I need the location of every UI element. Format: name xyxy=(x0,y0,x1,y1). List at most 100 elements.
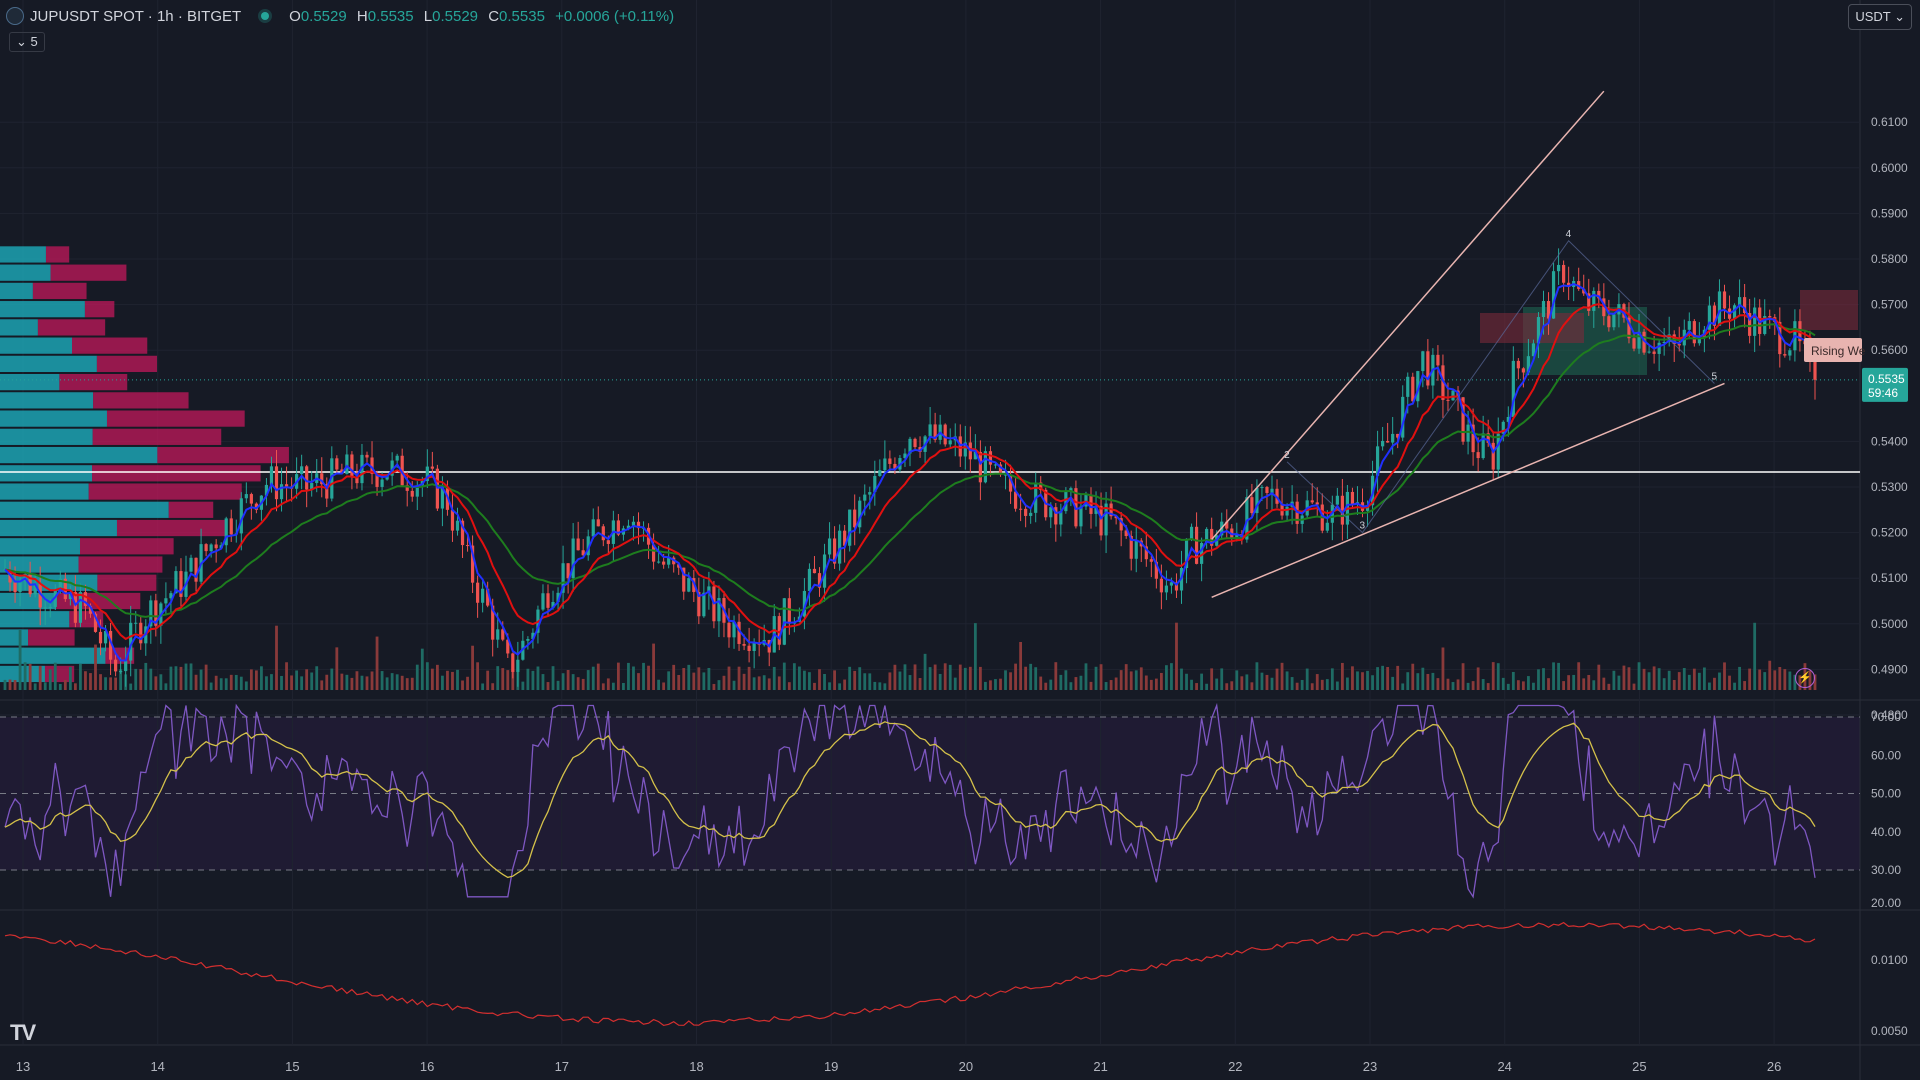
volume-bar xyxy=(1662,678,1666,690)
indicators-toggle-button[interactable]: ⌄ 5 xyxy=(9,32,45,52)
volume-profile-up xyxy=(0,246,46,263)
volume-bar xyxy=(1165,665,1168,690)
volume-bar xyxy=(1778,667,1782,690)
wave-path xyxy=(1286,239,1715,534)
candle-body xyxy=(1003,474,1008,476)
candle-body xyxy=(1119,518,1123,531)
candle-body xyxy=(596,519,600,527)
volume-bar xyxy=(958,664,962,690)
volume-bar xyxy=(179,666,183,690)
x-tick-label: 22 xyxy=(1228,1059,1242,1074)
volume-bar xyxy=(883,683,887,690)
candle-body xyxy=(108,630,113,660)
volume-bar xyxy=(1195,683,1198,690)
candle-body xyxy=(682,567,686,592)
volume-bar xyxy=(1642,668,1646,690)
volume-bar xyxy=(1748,668,1752,690)
low-key: L xyxy=(423,7,433,25)
volume-bar xyxy=(1074,677,1078,690)
volume-bar xyxy=(280,675,283,690)
volume-bar xyxy=(1456,679,1460,690)
volume-bar xyxy=(320,680,324,690)
volume-bar xyxy=(486,670,490,690)
volume-bar xyxy=(1713,677,1716,690)
volume-bar xyxy=(199,669,203,690)
candle-body xyxy=(1013,491,1018,509)
currency-select[interactable]: USDT ⌄ xyxy=(1848,4,1912,30)
candle-body xyxy=(486,588,490,606)
candle-body xyxy=(657,561,661,563)
candle-body xyxy=(1154,561,1158,579)
volume-bar xyxy=(1240,676,1244,690)
volume-bar xyxy=(1391,676,1395,690)
volume-profile-up xyxy=(0,374,60,391)
candle-body xyxy=(1350,491,1355,504)
volume-bar xyxy=(1089,681,1093,690)
candle-body xyxy=(988,451,993,465)
volume-bar xyxy=(1607,683,1611,690)
candle-body xyxy=(1521,368,1525,373)
volume-bar xyxy=(1587,674,1591,690)
volume-bar xyxy=(8,679,12,690)
candle-body xyxy=(1526,356,1531,373)
volume-bar xyxy=(541,674,545,690)
candle-body xyxy=(873,475,877,493)
candle-body xyxy=(943,424,947,445)
candle-body xyxy=(1205,528,1209,543)
wave-point-label: 5 xyxy=(1711,371,1717,382)
volume-bar xyxy=(79,663,82,690)
candle-body xyxy=(204,544,208,552)
candle-body xyxy=(697,592,701,617)
volume-bar xyxy=(1069,682,1073,690)
volume-bar xyxy=(1159,672,1163,690)
rsi-tick-label: 50.00 xyxy=(1871,787,1901,801)
candle-body xyxy=(1768,316,1772,318)
volume-bar xyxy=(1788,671,1792,690)
symbol-logo-icon[interactable] xyxy=(6,7,24,25)
x-tick-label: 21 xyxy=(1093,1059,1107,1074)
tradingview-logo-icon[interactable]: TV xyxy=(10,1020,36,1045)
volume-bar xyxy=(1738,666,1741,690)
volume-bar xyxy=(772,666,776,690)
volume-bar xyxy=(451,671,454,690)
candle-body xyxy=(380,479,384,487)
volume-profile-down xyxy=(106,410,245,427)
volume-bar xyxy=(1562,681,1566,690)
volume-bar xyxy=(23,662,27,690)
volume-bar xyxy=(435,664,439,690)
volume-bar xyxy=(335,647,339,690)
symbol-title[interactable]: JUPUSDT SPOT · 1h · BITGET xyxy=(30,7,242,25)
candle-body xyxy=(450,509,455,531)
candle-body xyxy=(455,520,460,531)
volume-bar xyxy=(189,663,193,690)
volume-bar xyxy=(1366,670,1369,690)
volume-bar xyxy=(752,677,756,690)
volume-bar xyxy=(456,669,459,690)
volume-profile-down xyxy=(45,246,70,263)
x-tick-label: 23 xyxy=(1363,1059,1377,1074)
volume-bar xyxy=(843,679,847,690)
candle-body xyxy=(264,484,269,496)
candle-body xyxy=(1396,433,1400,438)
candle-body xyxy=(43,607,47,609)
volume-bar xyxy=(1501,677,1505,690)
volume-bar xyxy=(637,673,640,690)
volume-bar xyxy=(797,666,801,690)
candle-body xyxy=(1491,442,1495,470)
volume-bar xyxy=(68,666,72,690)
volume-bar xyxy=(415,664,419,690)
candle-body xyxy=(1556,264,1561,272)
candle-body xyxy=(651,544,656,562)
volume-bar xyxy=(808,672,811,690)
candle-body xyxy=(1466,424,1470,442)
candle-body xyxy=(1416,371,1420,402)
y-tick-label: 0.5700 xyxy=(1871,298,1908,312)
candle-body xyxy=(1602,298,1606,317)
lightning-icon[interactable]: ⚡ xyxy=(1795,668,1815,688)
volume-profile-down xyxy=(92,428,222,445)
volume-bar xyxy=(310,672,314,690)
candle-body xyxy=(667,557,671,565)
candle-body xyxy=(1607,316,1611,328)
candle-body xyxy=(430,466,434,469)
